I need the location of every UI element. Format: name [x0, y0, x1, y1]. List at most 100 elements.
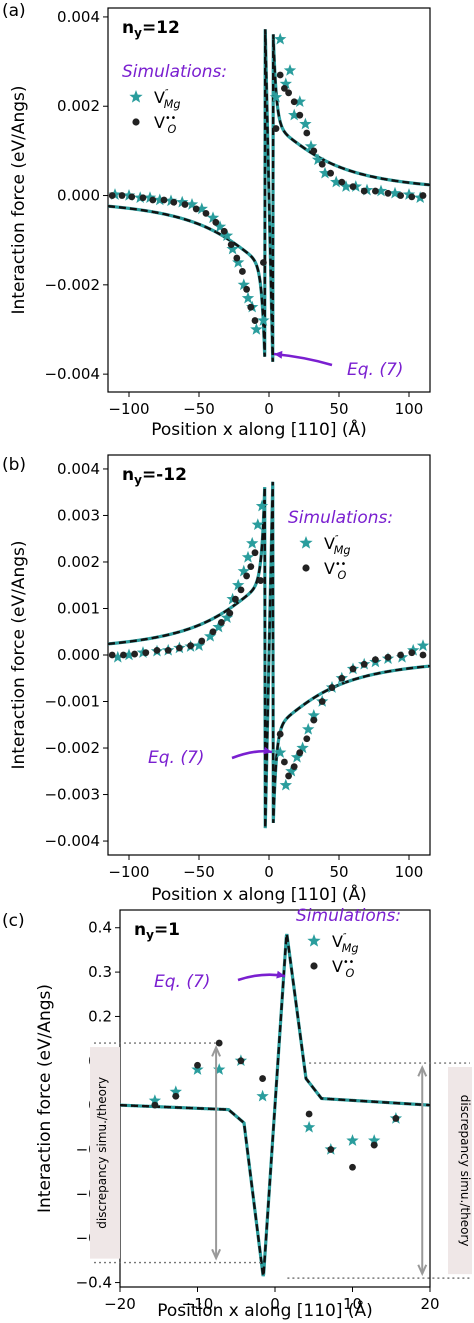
eq-arrow: [273, 352, 333, 367]
x-tick-label: −50: [183, 863, 215, 881]
data-point-mg: [388, 186, 402, 199]
data-point-mg: [318, 166, 332, 179]
legend-label-o-text: V•• O: [332, 957, 354, 980]
data-point-o: [215, 1039, 223, 1047]
discrepancy-label-left: discrepancy simu./theory: [95, 1077, 109, 1229]
data-point-o: [139, 194, 147, 202]
y-tick-label: −0.003: [44, 786, 100, 804]
data-point-mg: [304, 139, 318, 152]
data-point-mg: [299, 117, 312, 130]
data-point-o: [327, 169, 334, 177]
data-point-o: [192, 205, 200, 213]
data-point-o: [108, 651, 116, 659]
data-point-o: [120, 651, 127, 659]
data-point-mg: [153, 193, 166, 206]
panel-n-label-box_label_rest: =1: [154, 920, 180, 940]
data-point-o: [232, 595, 239, 603]
data-point-mg: [192, 639, 206, 651]
data-point-o: [251, 317, 259, 324]
y-tick-label: 0.002: [57, 553, 100, 571]
data-point-o: [243, 572, 251, 580]
legend-label-o-text: V•• O: [324, 559, 346, 582]
data-point-mg: [302, 1120, 316, 1133]
data-point-mg: [241, 291, 255, 304]
x-tick-label: −100: [108, 400, 149, 418]
data-point-o: [290, 763, 298, 771]
data-point-mg: [416, 639, 430, 651]
legend-label-o-text: V•• O: [154, 113, 176, 136]
data-point-mg: [255, 499, 269, 512]
x-tick-label: 0: [264, 863, 274, 881]
data-point-o: [281, 84, 288, 92]
data-point-mg: [330, 175, 343, 188]
panel-n-label-box_label: n: [134, 920, 146, 940]
panel-n-label-box_label: n: [122, 465, 134, 485]
data-point-mg: [256, 1089, 269, 1102]
data-point-o: [370, 1141, 378, 1149]
panel-n-label: ny=-12: [122, 465, 187, 487]
x-tick-label: −10: [182, 1295, 214, 1313]
data-point-o: [305, 1110, 313, 1118]
data-point-mg: [226, 242, 239, 255]
data-point-o: [392, 1115, 400, 1122]
data-point-o: [172, 1092, 180, 1100]
data-point-o: [218, 619, 225, 626]
panel-label: (a): [2, 1, 26, 21]
plot-area: [108, 481, 430, 829]
data-point-o: [327, 1146, 335, 1153]
x-tick-label: 50: [329, 400, 348, 418]
data-point-o: [187, 642, 195, 650]
discrepancy-arrowheads-right: [417, 1065, 428, 1277]
data-point-mg: [402, 188, 416, 200]
x-tick-label: 50: [329, 863, 348, 881]
legend: Simulations: V″ MgV•• O: [122, 62, 227, 136]
legend-marker-o: [302, 564, 310, 572]
data-point-o: [296, 111, 304, 119]
data-point-mg: [283, 64, 297, 76]
y-tick-label: −0.001: [44, 693, 100, 711]
data-point-o: [397, 651, 404, 659]
data-point-mg: [232, 578, 245, 591]
x-tick-label: −100: [108, 863, 149, 881]
y-axis-label: Interaction force (eV/Angs): [9, 541, 29, 770]
x-tick-label: 100: [395, 863, 424, 881]
legend-label-mg: V″ Mg: [332, 932, 359, 955]
legend: Simulations: V″ MgV•• O: [288, 508, 393, 582]
theory-curve-o: [108, 29, 430, 362]
panel-a: (a) −100 −50 0 50 100 −0.004 −0.002 0.000 0.002 0.…: [2, 1, 431, 440]
data-point-mg: [220, 611, 234, 624]
data-point-mg: [290, 750, 304, 763]
panel-n-label-box_label_rest: =12: [142, 18, 180, 38]
data-point-o: [303, 129, 311, 137]
y-tick-label: −0.002: [44, 276, 100, 294]
data-point-o: [419, 192, 427, 199]
data-point-o: [349, 183, 357, 191]
data-point-mg: [257, 314, 270, 326]
data-point-o: [160, 196, 168, 204]
data-point-o: [259, 1075, 266, 1082]
data-point-o: [360, 187, 368, 195]
data-point-o: [290, 98, 298, 106]
data-point-o: [243, 285, 251, 293]
data-point-o: [108, 192, 116, 199]
panel-b: (b) −100 −50 0 50 100 −0.004 −0.003 −0.002 −0.001…: [2, 454, 431, 905]
data-point-mg: [191, 1063, 204, 1075]
data-point-o: [303, 735, 311, 743]
y-tick-label: −0.4: [76, 1274, 112, 1292]
data-point-o: [164, 646, 172, 654]
data-point-mg: [169, 1085, 182, 1098]
data-point-mg: [122, 648, 136, 661]
data-point-mg: [195, 202, 208, 215]
data-point-mg: [288, 108, 301, 121]
data-point-o: [272, 125, 280, 132]
data-point-o: [260, 259, 267, 266]
legend-title: Simulations:: [122, 62, 227, 82]
panel-n-label-box_label_sub: y: [134, 26, 142, 40]
data-point-o: [360, 660, 368, 668]
data-point-o: [349, 1163, 356, 1171]
data-point-o: [181, 201, 189, 208]
legend-marker-mg: [307, 934, 321, 947]
data-point-mg: [279, 778, 292, 791]
legend-marker-mg: [129, 90, 143, 103]
data-point-o: [247, 303, 255, 311]
